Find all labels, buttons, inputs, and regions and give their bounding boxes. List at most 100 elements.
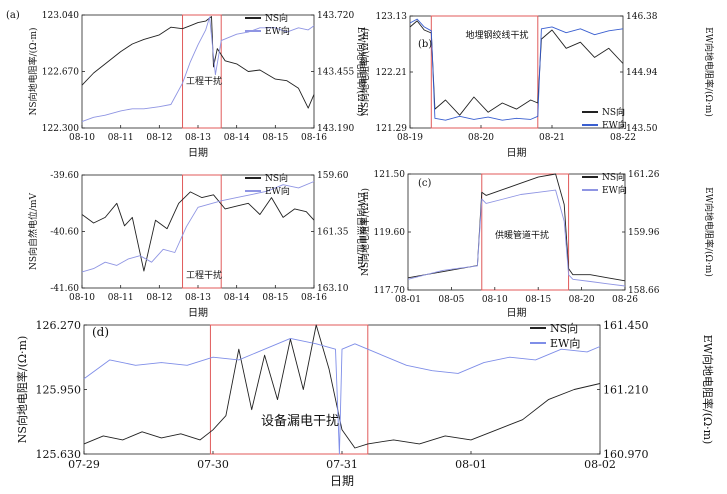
x-tick-label: 08-11 xyxy=(108,293,134,303)
interference-box xyxy=(430,15,539,129)
legend-label-ns: NS向 xyxy=(265,172,288,184)
chart-panel-b: 08-19 08-20 08-21 08-22 123.13 122.21 121.29 14… xyxy=(359,12,715,159)
series-line-ns xyxy=(81,16,315,109)
y-left-tick-label: 122.21 xyxy=(376,68,408,78)
series-line-ns xyxy=(81,191,315,272)
x-tick-label: 07-29 xyxy=(68,458,100,471)
legend-label-ew: EW向 xyxy=(550,336,580,350)
y-right-tick-label: 160.970 xyxy=(603,448,649,461)
y-right-tick-label: 143.50 xyxy=(626,124,658,134)
series-line-ew xyxy=(409,18,624,121)
series-line-ns xyxy=(407,173,626,282)
y-right-axis-title: EW向自然电位/mV xyxy=(355,192,367,271)
chart-panel-c: 08-01 08-05 08-10 08-15 08-20 08-26 121.50 119.… xyxy=(359,170,715,319)
chart-panel-a2: 08-10 08-11 08-12 08-13 08-14 08-15 08-16 -39.6… xyxy=(27,171,367,319)
y-right-tick-label: 158.66 xyxy=(628,286,660,296)
y-left-tick-label: 125.950 xyxy=(36,383,82,396)
y-left-tick-label: 117.70 xyxy=(374,286,406,296)
interference-annotation: 设备漏电干扰 xyxy=(261,413,339,429)
x-axis-title: 日期 xyxy=(507,307,527,319)
series-line-ew xyxy=(83,337,601,455)
x-tick-label: 08-20 xyxy=(468,133,494,143)
y-left-tick-label: 122.300 xyxy=(42,124,79,134)
x-tick-label: 07-30 xyxy=(197,458,229,471)
plot-frame xyxy=(83,324,601,455)
legend-label-ew: EW向 xyxy=(602,119,627,131)
x-tick-label: 08-15 xyxy=(262,133,288,143)
x-axis-title: 日期 xyxy=(188,147,208,159)
legend-label-ns: NS向 xyxy=(550,321,578,335)
interference-annotation: 工程干扰 xyxy=(186,269,222,281)
x-tick-label: 08-02 xyxy=(584,458,616,471)
y-right-tick-label: 161.450 xyxy=(603,319,649,332)
y-left-tick-label: 122.670 xyxy=(42,68,79,78)
y-right-axis-title: EW向地电阻率/(Ω·m) xyxy=(355,27,367,117)
x-tick-label: 08-10 xyxy=(69,133,95,143)
x-tick-label: 08-13 xyxy=(185,133,211,143)
x-tick-label: 08-16 xyxy=(301,133,327,143)
y-left-tick-label: 121.29 xyxy=(376,124,408,134)
x-tick-label: 07-31 xyxy=(326,458,358,471)
x-tick-label: 08-21 xyxy=(539,133,565,143)
x-tick-label: 08-05 xyxy=(438,295,464,305)
x-tick-label: 08-01 xyxy=(395,295,421,305)
x-tick-label: 08-11 xyxy=(108,133,134,143)
panel-label: (a) xyxy=(6,10,20,21)
y-left-tick-label: -41.60 xyxy=(50,284,79,294)
legend-label-ew: EW向 xyxy=(602,184,627,196)
y-right-tick-label: 161.210 xyxy=(603,383,649,396)
y-right-tick-label: 159.96 xyxy=(628,228,660,238)
legend-label-ns: NS向 xyxy=(602,171,625,183)
series-line-ew xyxy=(407,189,626,287)
x-axis-title: 日期 xyxy=(507,147,527,159)
legend-label-ns: NS向 xyxy=(602,106,625,118)
legend-label-ew: EW向 xyxy=(265,25,290,37)
y-left-tick-label: 121.50 xyxy=(374,170,406,180)
series-line-ns xyxy=(83,324,601,449)
y-right-tick-label: 143.720 xyxy=(317,11,354,21)
interference-box xyxy=(182,14,222,129)
interference-box xyxy=(182,174,222,289)
y-right-tick-label: 144.94 xyxy=(626,68,658,78)
y-right-tick-label: 143.190 xyxy=(317,124,354,134)
interference-box xyxy=(209,324,369,455)
y-left-axis-title: NS向地电阻率/(Ω·m) xyxy=(15,336,29,444)
x-tick-label: 08-14 xyxy=(224,133,250,143)
y-left-tick-label: 119.60 xyxy=(374,228,406,238)
y-right-tick-label: 146.38 xyxy=(626,12,658,22)
y-left-axis-title: NS向地电阻率/(Ω·m) xyxy=(27,28,39,116)
x-tick-label: 08-16 xyxy=(301,293,327,303)
x-tick-label: 08-22 xyxy=(610,133,636,143)
y-left-tick-label: 126.270 xyxy=(36,319,82,332)
interference-annotation: 地埋钢绞线干扰 xyxy=(465,29,528,41)
interference-box xyxy=(481,173,570,291)
chart-panel-d: 07-29 07-30 07-31 08-01 08-02 126.270 125.950 1… xyxy=(15,319,715,488)
x-tick-label: 08-20 xyxy=(569,295,595,305)
x-tick-label: 08-26 xyxy=(612,295,638,305)
y-left-tick-label: -40.60 xyxy=(50,228,79,238)
y-right-axis-title: EW向地电阻率/(Ω·m) xyxy=(703,187,715,277)
x-axis-title: 日期 xyxy=(188,307,208,319)
y-left-axis-title: NS向地电阻率/(Ω·m) xyxy=(359,188,371,276)
y-left-axis-title: NS向地电阻率/(Ω·m) xyxy=(359,28,371,116)
x-tick-label: 08-10 xyxy=(482,295,508,305)
y-left-tick-label: 123.040 xyxy=(42,11,79,21)
y-right-tick-label: 163.10 xyxy=(317,284,349,294)
x-tick-label: 08-19 xyxy=(397,133,423,143)
y-right-tick-label: 161.35 xyxy=(317,228,349,238)
y-right-tick-label: 161.26 xyxy=(628,170,660,180)
panel-label: (d) xyxy=(92,325,109,339)
x-tick-label: 08-15 xyxy=(262,293,288,303)
x-tick-label: 08-14 xyxy=(224,293,250,303)
panel-label: (b) xyxy=(418,39,432,50)
y-left-tick-label: -39.60 xyxy=(50,171,79,181)
panel-label: (c) xyxy=(418,178,432,189)
series-line-ew xyxy=(81,181,315,273)
x-tick-label: 08-12 xyxy=(146,133,172,143)
interference-annotation: 工程干扰 xyxy=(186,75,222,87)
legend-label-ew: EW向 xyxy=(265,185,290,197)
y-left-axis-title: NS向自然电位/mV xyxy=(27,192,39,270)
y-right-axis-title: EW向地电阻率/(Ω·m) xyxy=(703,27,715,117)
chart-panel-a1: 08-10 08-11 08-12 08-13 08-14 08-15 08-16 123.0… xyxy=(6,10,367,159)
